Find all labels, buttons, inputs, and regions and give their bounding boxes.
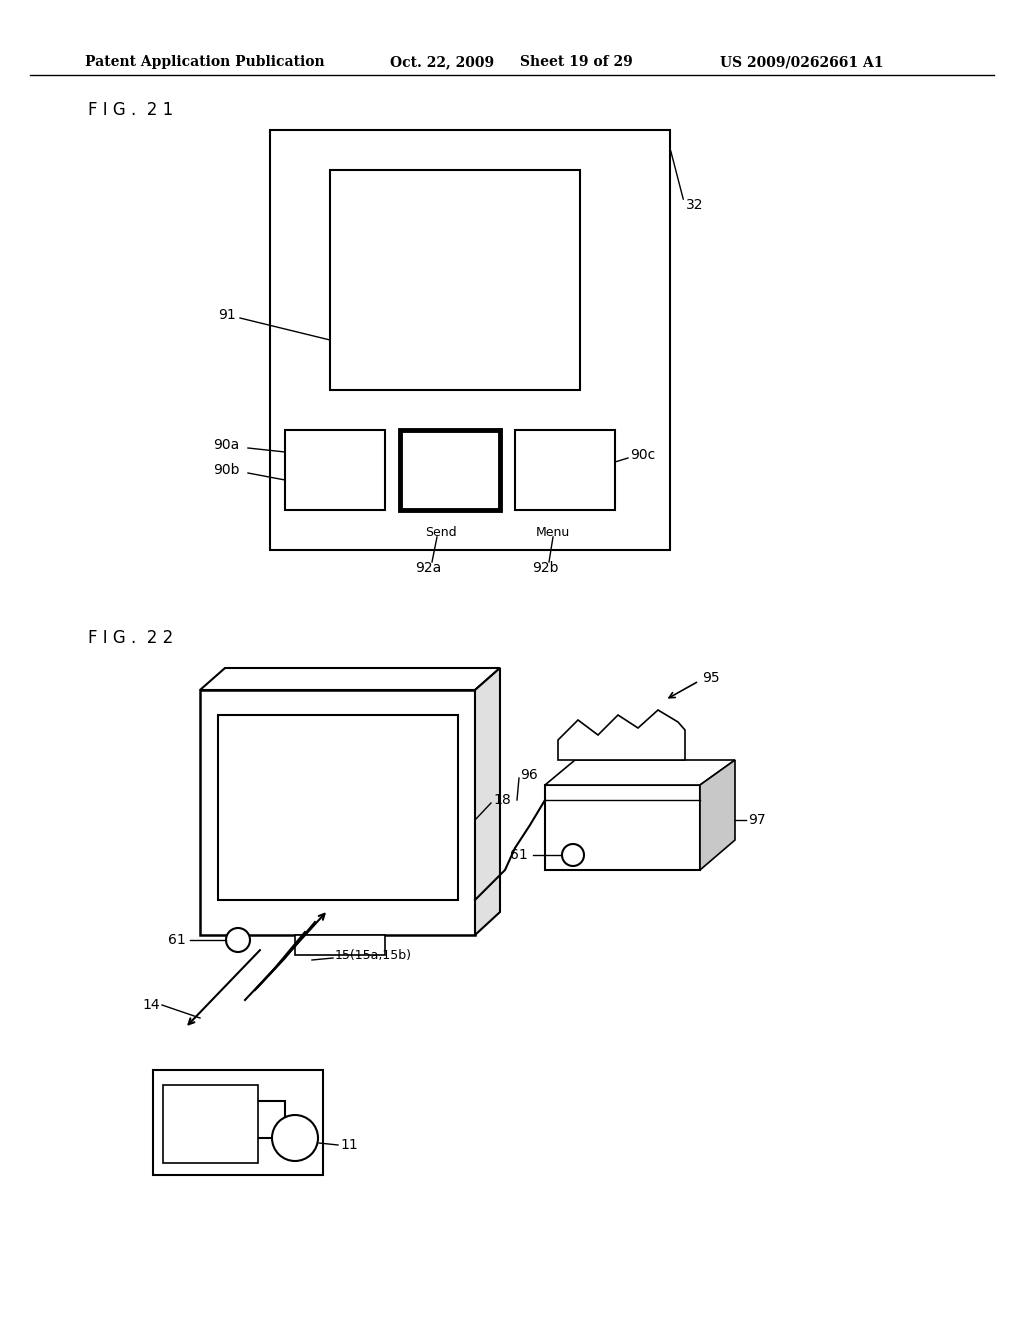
Text: Menu: Menu (536, 525, 570, 539)
Bar (400, 430, 500, 510)
Text: 61: 61 (510, 847, 527, 862)
Bar (230, 1101, 285, 1138)
Text: 96: 96 (520, 768, 538, 781)
Polygon shape (558, 710, 685, 760)
Text: 97: 97 (748, 813, 766, 828)
Text: 18: 18 (493, 793, 511, 807)
Bar (515, 430, 615, 510)
Text: 11: 11 (340, 1138, 357, 1152)
Text: 32: 32 (686, 198, 703, 213)
Text: F I G .  2 2: F I G . 2 2 (88, 630, 173, 647)
Text: US 2009/0262661 A1: US 2009/0262661 A1 (720, 55, 884, 69)
Polygon shape (545, 760, 735, 785)
Text: F I G .  2 1: F I G . 2 1 (88, 102, 173, 119)
Text: 92b: 92b (532, 561, 558, 576)
Polygon shape (700, 760, 735, 870)
Bar (163, 1085, 258, 1163)
Circle shape (226, 928, 250, 952)
Text: Oct. 22, 2009: Oct. 22, 2009 (390, 55, 495, 69)
Bar (153, 1071, 323, 1175)
Bar (285, 430, 385, 510)
Bar (330, 170, 580, 389)
Text: 61: 61 (168, 933, 185, 946)
Polygon shape (200, 690, 475, 935)
Text: Send: Send (425, 525, 457, 539)
Bar (545, 785, 700, 870)
Bar (270, 129, 670, 550)
Polygon shape (295, 935, 385, 954)
Text: Sheet 19 of 29: Sheet 19 of 29 (520, 55, 633, 69)
Text: 14: 14 (142, 998, 160, 1012)
Text: 90c: 90c (630, 447, 655, 462)
Circle shape (272, 1115, 318, 1162)
Circle shape (562, 843, 584, 866)
Text: 92a: 92a (415, 561, 441, 576)
Polygon shape (200, 668, 500, 690)
Text: Patent Application Publication: Patent Application Publication (85, 55, 325, 69)
Text: 15(15a,15b): 15(15a,15b) (335, 949, 412, 961)
Polygon shape (475, 668, 500, 935)
Text: 90b: 90b (213, 463, 240, 477)
Text: 91: 91 (218, 308, 236, 322)
Text: 90a: 90a (213, 438, 240, 451)
Bar (218, 715, 458, 900)
Text: 95: 95 (702, 671, 720, 685)
